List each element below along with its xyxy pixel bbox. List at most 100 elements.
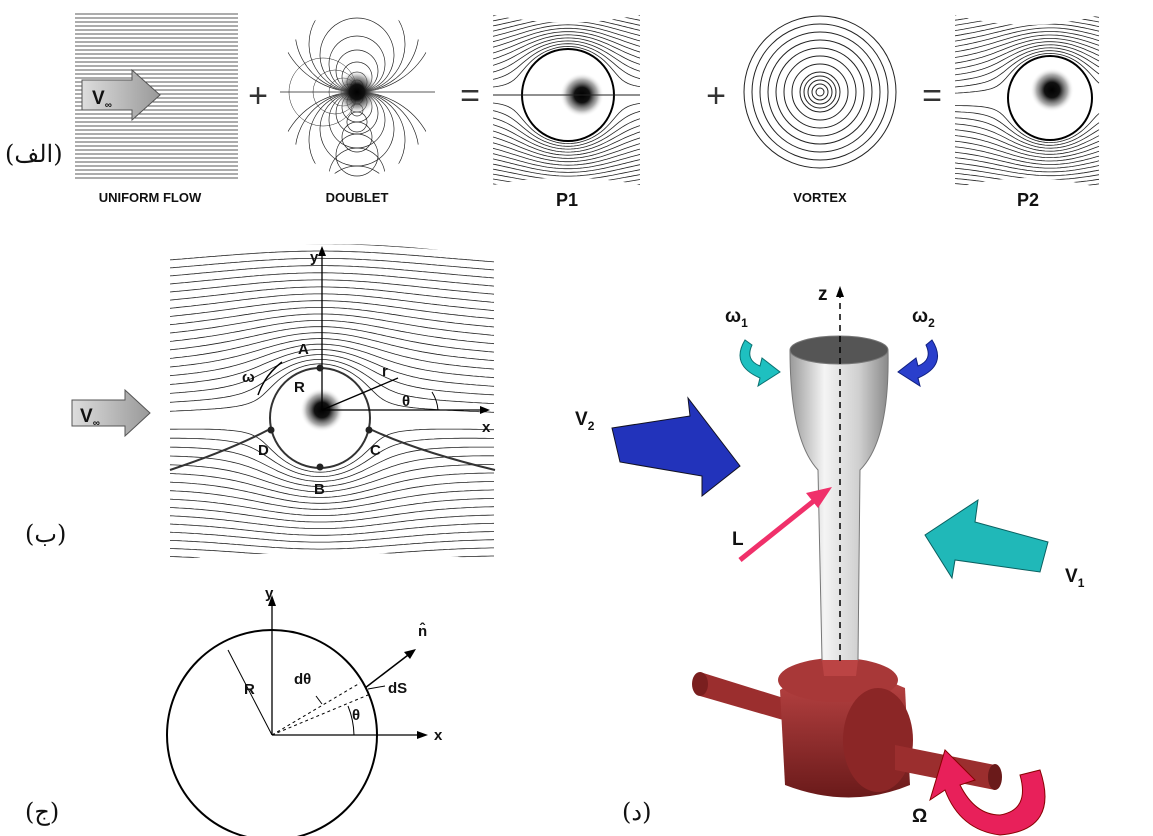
radius-label: R (244, 681, 255, 698)
streamline (170, 473, 494, 498)
point-label: D (258, 442, 269, 459)
velocity-arrow: V∞ (72, 390, 150, 436)
streamline (493, 0, 640, 6)
streamline (170, 236, 494, 246)
streamline (170, 532, 494, 543)
streamline (744, 16, 896, 168)
ds-label: dS (388, 680, 407, 697)
streamline (955, 173, 1099, 183)
operator: + (706, 77, 726, 115)
streamline (170, 580, 494, 585)
streamline (955, 179, 1099, 188)
caption: DOUBLET (326, 190, 389, 205)
streamline (955, 106, 1099, 143)
arrow-head (417, 731, 428, 739)
streamline (493, 174, 640, 184)
streamline (170, 251, 494, 262)
symbol: V (1065, 566, 1078, 587)
streamline (170, 490, 494, 510)
panel-label: (ب) (25, 520, 66, 548)
axis-label: z (818, 284, 828, 305)
streamline (493, 179, 640, 188)
omega2-arrow (898, 340, 938, 386)
panel-label: (ج) (25, 798, 59, 826)
caption: UNIFORM FLOW (99, 190, 202, 205)
caption: P2 (1017, 190, 1039, 210)
streamline (955, 51, 1099, 87)
axis-label: y (310, 249, 319, 266)
v2-label: V2 (575, 409, 595, 433)
streamline (955, 0, 1099, 5)
theta-label: θ (402, 393, 410, 410)
point-label: C (370, 442, 381, 459)
subscript: ∞ (93, 418, 100, 429)
caption: P1 (556, 190, 578, 210)
streamline (336, 134, 378, 176)
streamline (170, 344, 494, 378)
streamline (955, 16, 1099, 30)
subscript: 1 (1078, 576, 1085, 590)
streamline (812, 84, 828, 100)
theta-arc (432, 392, 438, 410)
streamline (170, 258, 494, 270)
v1-label: V1 (1065, 566, 1085, 590)
streamline (955, 158, 1099, 172)
v2-arrow (612, 398, 740, 496)
operator: = (922, 77, 942, 115)
streamline (955, 12, 1099, 25)
panel-label: (الف) (5, 140, 63, 168)
streamline (295, 216, 419, 340)
point-label: A (298, 341, 309, 358)
streamline-group (744, 16, 896, 168)
streamline (170, 314, 494, 335)
streamline (493, 10, 640, 21)
streamline (804, 76, 836, 108)
streamline (170, 229, 494, 238)
streamline (277, 0, 437, 252)
omega-label: ω (242, 369, 255, 386)
radius-label: R (294, 379, 305, 396)
streamline (170, 556, 494, 563)
subscript: 2 (928, 316, 935, 330)
streamline (784, 56, 856, 128)
streamline (170, 588, 494, 592)
symbol: V (575, 409, 588, 430)
point-label: B (314, 481, 325, 498)
streamline (170, 572, 494, 578)
subscript: ∞ (105, 100, 112, 111)
lift-arrow (740, 500, 815, 560)
streamline (170, 273, 494, 286)
streamline (170, 294, 494, 311)
normal-label: n̂ (418, 621, 427, 640)
streamline (170, 564, 494, 570)
streamline-group (955, 0, 1099, 209)
caption: VORTEX (793, 190, 847, 205)
core (1030, 68, 1074, 112)
streamline (493, 125, 640, 153)
axis-label: y (265, 585, 274, 602)
streamline (955, 53, 1099, 93)
streamline (170, 266, 494, 278)
r-label: r (382, 363, 388, 380)
streamline (493, 14, 640, 26)
axis-label: x (434, 727, 443, 744)
subscript: 1 (741, 316, 748, 330)
velocity-arrow: V∞ (82, 70, 160, 120)
omega1-label: ω1 (725, 306, 748, 330)
streamline (493, 0, 640, 1)
streamline (493, 18, 640, 32)
streamline (955, 0, 1099, 10)
symbol: ω (912, 306, 928, 327)
omega1-arrow (740, 340, 780, 386)
panel-label: (د) (622, 798, 651, 826)
arrow-head (836, 286, 844, 297)
symbol: V (92, 88, 105, 109)
streamline (170, 301, 494, 319)
streamline (493, 38, 640, 66)
streamline (955, 124, 1099, 151)
streamline (170, 320, 494, 343)
streamline (170, 498, 494, 515)
omega2-label: ω2 (912, 306, 935, 330)
streamline (170, 221, 494, 230)
operator: + (248, 77, 268, 115)
